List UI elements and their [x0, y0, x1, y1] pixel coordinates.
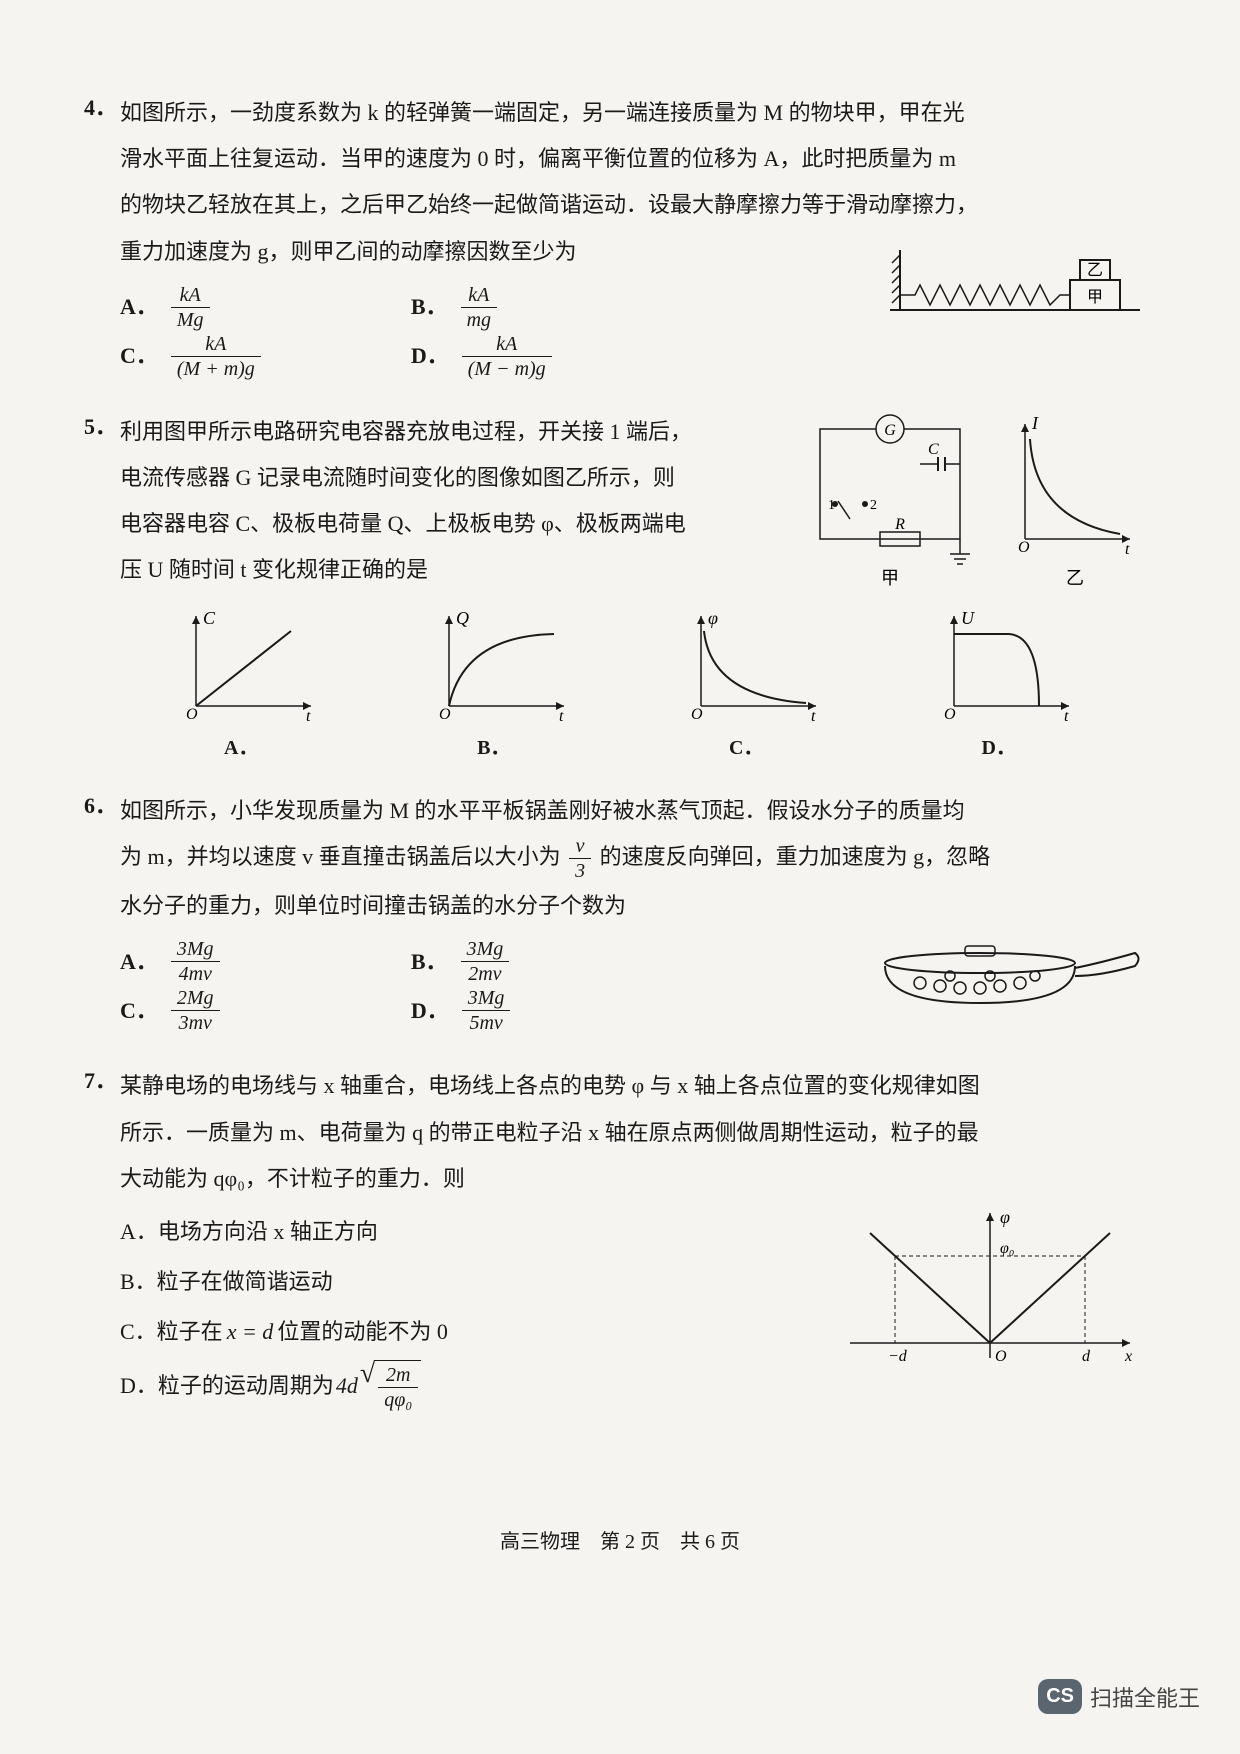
q6-option-b: B． 3Mg2mv	[411, 937, 702, 986]
question-6: 6． 如图所示，小华发现质量为 M 的水平平板锅盖刚好被水蒸气顶起．假设水分子的…	[120, 788, 1130, 1036]
q6-line3: 水分子的重力，则单位时间撞击锅盖的水分子个数为	[120, 883, 1130, 929]
svg-text:Q: Q	[456, 608, 469, 628]
q7-number: 7．	[84, 1063, 117, 1095]
q7-option-d: D．粒子的运动周期为 4d √ 2mqφ₀	[120, 1360, 746, 1412]
question-5: 5． 利用图甲所示电路研究电容器充放电过程，开关接 1 端后， 电流传感器 G …	[120, 409, 1130, 760]
svg-text:O: O	[1018, 539, 1030, 556]
svg-text:O: O	[944, 706, 956, 723]
q5-line1: 利用图甲所示电路研究电容器充放电过程，开关接 1 端后，	[120, 409, 746, 455]
q6-option-d: D． 3Mg5mv	[411, 986, 702, 1035]
q5-graph-c-icon: φ O t	[676, 606, 826, 726]
q4-diagram-icon: 乙 甲	[890, 240, 1140, 330]
q5-graph-b-icon: Q O t	[424, 606, 574, 726]
svg-text:φ: φ	[1000, 1207, 1010, 1227]
q5-number: 5．	[84, 409, 117, 441]
q5-body: 利用图甲所示电路研究电容器充放电过程，开关接 1 端后， 电流传感器 G 记录电…	[120, 409, 746, 594]
svg-text:t: t	[306, 708, 311, 725]
page-footer: 高三物理 第 2 页 共 6 页	[0, 1525, 1240, 1554]
svg-text:甲: 甲	[881, 568, 899, 588]
q7-line2: 所示．一质量为 m、电荷量为 q 的带正电粒子沿 x 轴在原点两侧做周期性运动，…	[120, 1110, 1130, 1156]
q4-line1: 如图所示，一劲度系数为 k 的轻弹簧一端固定，另一端连接质量为 M 的物块甲，甲…	[120, 90, 1130, 136]
q7-line1: 某静电场的电场线与 x 轴重合，电场线上各点的电势 φ 与 x 轴上各点位置的变…	[120, 1063, 1130, 1109]
watermark-badge-icon: CS	[1038, 1679, 1082, 1714]
q5-graph-row: C O t A． Q O t B． φ O	[120, 606, 1130, 760]
svg-text:O: O	[186, 706, 198, 723]
q5-line3: 电容器电容 C、极板电荷量 Q、上极板电势 φ、极板两端电	[120, 501, 746, 547]
footer-total: 共 6 页	[680, 1531, 740, 1553]
q4-option-b: B． kAmg	[411, 283, 702, 332]
q6-option-c: C． 2Mg3mv	[120, 986, 411, 1035]
watermark-text: 扫描全能王	[1090, 1681, 1200, 1713]
q4-option-c: C． kA(M + m)g	[120, 332, 411, 381]
q5-graph-d: U O t D．	[929, 606, 1079, 760]
svg-text:O: O	[439, 706, 451, 723]
svg-text:O: O	[691, 706, 703, 723]
q7-option-a: A．电场方向沿 x 轴正方向	[120, 1210, 746, 1254]
svg-text:2: 2	[870, 498, 877, 513]
svg-text:x: x	[1124, 1348, 1132, 1365]
q5-graph-d-icon: U O t	[929, 606, 1079, 726]
svg-text:O: O	[995, 1348, 1007, 1365]
q7-graph-icon: φ φ₀ x O −d d	[840, 1203, 1140, 1383]
q4-number: 4．	[84, 90, 117, 122]
q4-options: A． kAMg B． kAmg C． kA(M + m)g D． kA(M − …	[120, 283, 726, 381]
svg-text:乙: 乙	[1066, 568, 1084, 588]
q7-line3: 大动能为 qφ₀，不计粒子的重力．则	[120, 1156, 1130, 1202]
q5-graph-a-icon: C O t	[171, 606, 321, 726]
q6-line2: 为 m，并均以速度 v 垂直撞击锅盖后以大小为 v3 的速度反向弹回，重力加速度…	[120, 834, 1130, 883]
svg-text:U: U	[961, 608, 975, 628]
footer-page: 第 2 页	[600, 1531, 660, 1553]
footer-subject: 高三物理	[500, 1531, 580, 1553]
svg-text:I: I	[1031, 413, 1039, 433]
svg-text:t: t	[1125, 541, 1130, 558]
q7-body: 某静电场的电场线与 x 轴重合，电场线上各点的电势 φ 与 x 轴上各点位置的变…	[120, 1063, 1130, 1202]
svg-text:t: t	[1064, 708, 1069, 725]
q6-body: 如图所示，小华发现质量为 M 的水平平板锅盖刚好被水蒸气顶起．假设水分子的质量均…	[120, 788, 1130, 930]
svg-text:−d: −d	[888, 1348, 908, 1365]
q7-options: A．电场方向沿 x 轴正方向 B．粒子在做简谐运动 C．粒子在 x = d 位置…	[120, 1210, 746, 1418]
svg-text:R: R	[894, 516, 905, 533]
q5-graph-c: φ O t C．	[676, 606, 826, 760]
q5-graph-b: Q O t B．	[424, 606, 574, 760]
question-4: 4． 如图所示，一劲度系数为 k 的轻弹簧一端固定，另一端连接质量为 M 的物块…	[120, 90, 1130, 381]
svg-text:d: d	[1082, 1348, 1091, 1365]
q4-option-d: D． kA(M − m)g	[411, 332, 702, 381]
q6-options: A． 3Mg4mv B． 3Mg2mv C． 2Mg3mv D． 3Mg5mv	[120, 937, 726, 1035]
q5-line2: 电流传感器 G 记录电流随时间变化的图像如图乙所示，则	[120, 455, 746, 501]
q4-line3: 的物块乙轻放在其上，之后甲乙始终一起做简谐运动．设最大静摩擦力等于滑动摩擦力，	[120, 182, 1130, 228]
q4-label-jia: 甲	[1087, 289, 1103, 306]
svg-text:1: 1	[828, 498, 835, 513]
svg-text:G: G	[884, 422, 896, 439]
scanner-watermark: CS 扫描全能王	[1038, 1679, 1200, 1714]
q6-line1: 如图所示，小华发现质量为 M 的水平平板锅盖刚好被水蒸气顶起．假设水分子的质量均	[120, 788, 1130, 834]
q5-graph-it-icon: I O t 乙	[1000, 409, 1140, 589]
q4-label-yi: 乙	[1087, 262, 1103, 279]
q4-option-a: A． kAMg	[120, 283, 411, 332]
svg-text:t: t	[811, 708, 816, 725]
question-7: 7． 某静电场的电场线与 x 轴重合，电场线上各点的电势 φ 与 x 轴上各点位…	[120, 1063, 1130, 1418]
svg-text:C: C	[203, 608, 216, 628]
q6-option-a: A． 3Mg4mv	[120, 937, 411, 986]
svg-text:φ: φ	[708, 608, 718, 628]
q7-option-b: B．粒子在做简谐运动	[120, 1260, 746, 1304]
q5-graph-a: C O t A．	[171, 606, 321, 760]
q4-line2: 滑水平面上往复运动．当甲的速度为 0 时，偏离平衡位置的位移为 A，此时把质量为…	[120, 136, 1130, 182]
q6-pot-icon	[870, 928, 1150, 1018]
q5-circuit-icon: G C 1 2 R 甲	[800, 409, 980, 589]
svg-text:C: C	[928, 441, 939, 458]
svg-text:φ₀: φ₀	[1000, 1240, 1014, 1257]
q7-option-c: C．粒子在 x = d 位置的动能不为 0	[120, 1310, 746, 1354]
q6-number: 6．	[84, 788, 117, 820]
q5-line4: 压 U 随时间 t 变化规律正确的是	[120, 547, 746, 593]
svg-text:t: t	[559, 708, 564, 725]
